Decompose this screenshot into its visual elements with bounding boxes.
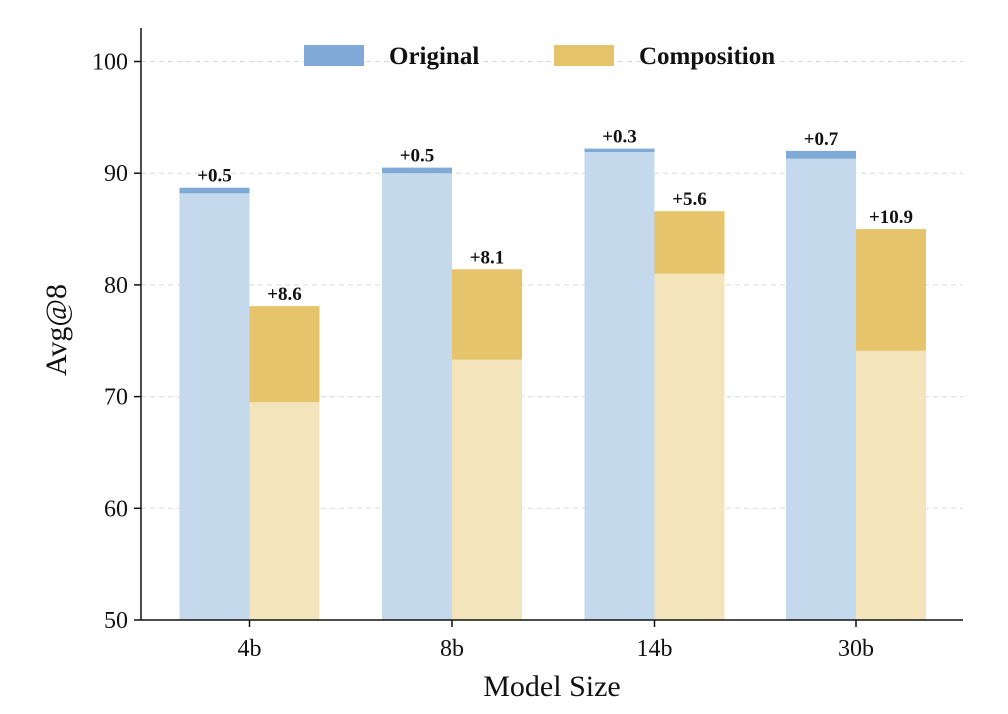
bar-base-original-30b [786,158,856,620]
y-tick-label: 50 [104,608,128,634]
bar-gain-composition-8b [452,269,522,360]
bar-base-original-8b [382,173,452,620]
bar-base-composition-8b [452,359,522,620]
bar-gain-original-8b [382,167,452,174]
gain-label-original-8b: +0.5 [400,146,435,167]
x-tick-label: 4b [238,636,262,662]
y-tick-label: 90 [104,161,128,187]
legend-swatch-original [304,45,364,66]
gain-label-original-4b: +0.5 [197,166,232,187]
gain-label-composition-4b: +8.6 [267,284,302,305]
gain-label-original-14b: +0.3 [602,127,637,148]
gain-label-original-30b: +0.7 [804,129,839,150]
ticks: 50 60 70 80 90 100 4b 8b 14b 30b [92,50,874,662]
bar-gain-original-30b [786,150,856,159]
gain-label-composition-8b: +8.1 [470,247,505,268]
axes [140,28,963,621]
bars [179,148,926,620]
bar-base-composition-30b [856,350,926,620]
y-tick-label: 80 [104,273,128,299]
x-tick-label: 30b [838,636,874,662]
y-tick-label: 100 [92,50,128,76]
y-tick-label: 70 [104,385,128,411]
y-tick-label: 60 [104,496,128,522]
legend: Original Composition [304,43,775,70]
legend-label-composition: Composition [639,43,775,70]
bar-gain-composition-4b [249,306,320,403]
data-labels: +0.5 +8.6 +0.5 +8.1 +0.3 +5.6 +0.7 +10.9 [197,127,913,305]
gain-label-composition-30b: +10.9 [869,207,913,228]
bar-base-original-14b [584,151,655,620]
bar-gain-original-14b [584,148,655,152]
legend-label-original: Original [389,43,479,70]
x-tick-label: 14b [637,636,673,662]
gain-label-composition-14b: +5.6 [672,189,707,210]
x-axis-title: Model Size [483,670,620,703]
bar-gain-composition-30b [856,229,926,351]
bar-gain-original-4b [179,187,250,194]
bar-gain-composition-14b [654,211,725,274]
bar-base-composition-14b [654,273,725,620]
bar-base-original-4b [179,193,250,620]
bar-base-composition-4b [249,402,320,620]
y-axis-title: Avg@8 [40,284,73,376]
x-tick-label: 8b [440,636,464,662]
legend-swatch-composition [554,45,614,66]
